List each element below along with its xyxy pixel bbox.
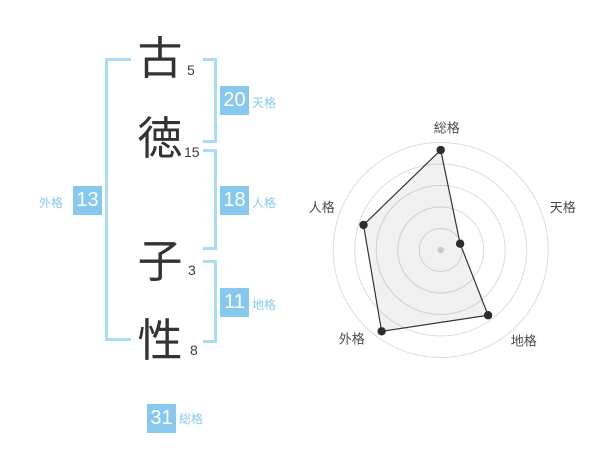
stroke-count-3: 3 — [188, 262, 196, 278]
radar-axis-label: 総格 — [434, 121, 460, 136]
radar-grid-ring — [354, 163, 528, 337]
jinkaku-bracket — [203, 149, 217, 250]
name-character-4: 性 — [137, 315, 183, 366]
radar-grid-ring — [397, 206, 485, 294]
stroke-count-1: 5 — [187, 62, 195, 78]
radar-center-dot — [437, 246, 444, 254]
radar-grid-ring — [375, 185, 506, 315]
tenkaku-badge: 20 — [220, 86, 249, 115]
tenkaku-bracket — [203, 58, 217, 143]
gaikaku-bracket — [105, 58, 131, 341]
radar-axis-label: 地格 — [511, 334, 537, 349]
radar-data-polygon — [362, 148, 489, 332]
radar-data-point — [359, 220, 368, 230]
chikaku-label: 地格 — [252, 298, 277, 312]
jinkaku-label: 人格 — [252, 196, 277, 210]
radar-grid-ring — [332, 142, 549, 358]
name-character-2: 徳 — [137, 113, 183, 164]
radar-axis-label: 天格 — [550, 200, 576, 215]
chikaku-badge: 11 — [220, 288, 249, 317]
soukaku-label: 総格 — [179, 412, 204, 426]
gaikaku-badge: 13 — [73, 186, 102, 215]
radar-data-point — [455, 239, 465, 248]
radar-axis-label: 外格 — [339, 332, 365, 347]
radar-data-point — [483, 311, 493, 320]
radar-axis-label: 人格 — [309, 200, 335, 215]
chikaku-bracket — [203, 260, 217, 343]
gaikaku-label: 外格 — [39, 196, 64, 210]
name-character-1: 古 — [137, 33, 183, 84]
name-character-3: 子 — [137, 236, 183, 287]
soukaku-badge: 31 — [147, 404, 176, 433]
stroke-count-4: 8 — [190, 342, 198, 358]
tenkaku-label: 天格 — [252, 96, 277, 110]
stroke-count-2: 15 — [184, 144, 200, 160]
radar-data-point — [377, 327, 386, 336]
radar-data-point — [436, 145, 445, 155]
jinkaku-badge: 18 — [220, 186, 249, 215]
